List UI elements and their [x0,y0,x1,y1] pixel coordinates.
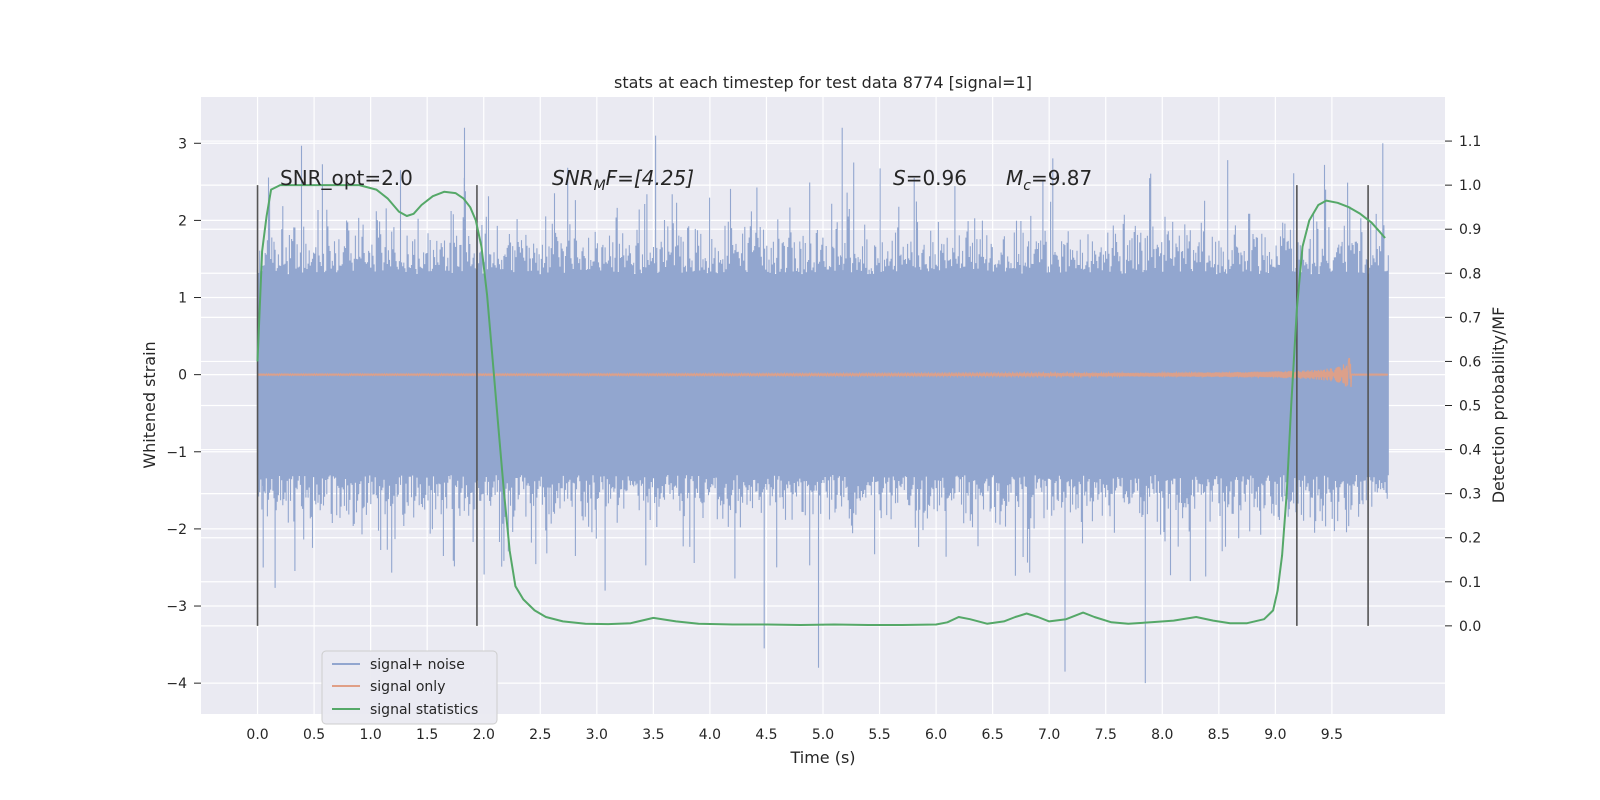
x-tick-label: 2.0 [473,727,495,743]
y-left-tick-label: −2 [166,522,187,538]
y-left-tick-label: 1 [178,291,187,307]
x-tick-label: 0.5 [303,727,325,743]
annotation-mc: Mc=9.87 [1006,166,1092,194]
x-tick-label: 1.0 [360,727,382,743]
mc-sub: c [1023,178,1031,194]
x-tick-label: 5.0 [812,727,834,743]
annotation-snr-mf: SNRMF=[4.25] [552,166,694,194]
annotation-s: S=0.96 [893,166,967,190]
x-tick-label: 6.5 [982,727,1004,743]
legend-label-signal-only: signal only [370,679,445,695]
x-tick-label: 2.5 [529,727,551,743]
y-right-tick-label: 0.8 [1459,266,1481,282]
y-right-tick-label: 1.1 [1459,134,1481,150]
y-right-tick-label: 0.0 [1459,619,1481,635]
y-left-tick-label: −3 [166,599,187,615]
s-rest: =0.96 [906,166,967,190]
y-right-tick-label: 0.2 [1459,531,1481,547]
x-tick-label: 4.0 [699,727,721,743]
y-left-tick-label: −1 [166,445,187,461]
y-right-axis-label: Detection probability/MF [1489,307,1508,504]
y-right-tick-label: 0.3 [1459,487,1481,503]
y-left-tick-label: 3 [178,136,187,152]
y-right-tick-label: 0.1 [1459,575,1481,591]
y-right-tick-label: 0.9 [1459,222,1481,238]
x-tick-label: 8.5 [1208,727,1230,743]
y-right-tick-labels: 0.0 0.1 0.2 0.3 0.4 0.5 0.6 0.7 0.8 0.9 1.0 1.1 [1445,134,1481,635]
x-tick-label: 6.0 [925,727,947,743]
legend-box [321,650,498,725]
s-name: S [893,166,906,190]
legend: signal+ noise signal only signal statist… [321,650,498,725]
x-axis-label: Time (s) [789,748,855,767]
series-signal-statistics [256,184,1386,626]
mc-name: M [1006,166,1023,190]
y-right-tick-label: 0.6 [1459,354,1481,370]
x-tick-label: 8.0 [1151,727,1173,743]
x-tick-label: 0.0 [246,727,268,743]
legend-label-signal-statistics: signal statistics [370,702,478,718]
annotation-snr-opt: SNR_opt=2.0 [280,166,413,190]
x-tick-label: 9.0 [1264,727,1286,743]
statistics-line [256,184,1386,626]
y-right-tick-label: 0.5 [1459,399,1481,415]
x-tick-labels: 0.0 0.5 1.0 1.5 2.0 2.5 3.0 3.5 4.0 4.5 5.0 5.5 6.0 6… [246,727,1343,743]
x-tick-label: 7.5 [1095,727,1117,743]
snr-mf-rest: F=[4.25] [606,166,694,190]
mc-rest: =9.87 [1031,166,1092,190]
y-right-tick-label: 1.0 [1459,178,1481,194]
chirp-trace [256,357,1389,388]
x-tick-label: 4.5 [755,727,777,743]
y-left-tick-label: 2 [178,213,187,229]
y-left-tick-label: 0 [178,368,187,384]
chart-title: stats at each timestep for test data 877… [614,73,1032,92]
series-signal-only [256,357,1389,388]
y-left-tick-label: −4 [166,676,187,692]
snr-mf-sub: M [594,178,606,194]
legend-label-signal-noise: signal+ noise [370,657,465,673]
x-tick-label: 3.0 [586,727,608,743]
y-right-tick-label: 0.4 [1459,443,1481,459]
y-right-tick-label: 0.7 [1459,310,1481,326]
vertical-markers [256,185,1369,626]
x-tick-label: 3.5 [642,727,664,743]
x-tick-label: 1.5 [416,727,438,743]
x-tick-label: 7.0 [1038,727,1060,743]
x-tick-label: 5.5 [868,727,890,743]
y-left-axis-label: Whitened strain [140,341,159,468]
y-left-tick-labels: −4 −3 −2 −1 0 1 2 3 [166,136,201,692]
snr-mf-name: SNR [552,166,594,190]
x-tick-label: 9.5 [1321,727,1343,743]
